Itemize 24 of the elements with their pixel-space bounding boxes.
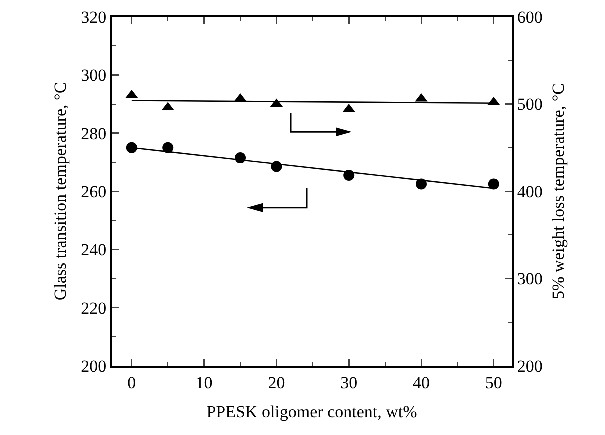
y-tick-label: 260 <box>81 182 107 202</box>
x-tick-label: 30 <box>340 373 358 392</box>
point <box>488 178 500 190</box>
y2-tick-label: 300 <box>517 270 543 289</box>
y-tick-label: 300 <box>81 66 107 86</box>
x-axis-title: PPESK oligomer content, wt% <box>206 402 418 422</box>
x-tick-label: 40 <box>413 373 430 392</box>
x-tick-label: 50 <box>485 373 502 392</box>
y-tick-label: 220 <box>81 298 107 318</box>
y2-tick-label: 600 <box>517 8 543 27</box>
y2-tick-label: 400 <box>517 182 543 202</box>
y-axis-title: Glass transition temperature, °C <box>51 82 70 301</box>
point <box>162 142 174 154</box>
x-tick-label: 0 <box>128 373 136 392</box>
point <box>126 142 138 154</box>
y-tick-label: 200 <box>81 356 107 376</box>
y2-axis-title: 5% weight loss temperature, °C <box>548 84 568 300</box>
y-tick-label: 280 <box>81 124 107 144</box>
x-tick-label: 10 <box>196 373 213 392</box>
y-tick-label: 320 <box>81 8 107 27</box>
x-tick-label: 20 <box>268 373 286 392</box>
y-tick-label: 240 <box>81 240 107 260</box>
y2-tick-label: 500 <box>517 95 543 114</box>
y2-tick-label: 200 <box>517 356 543 376</box>
